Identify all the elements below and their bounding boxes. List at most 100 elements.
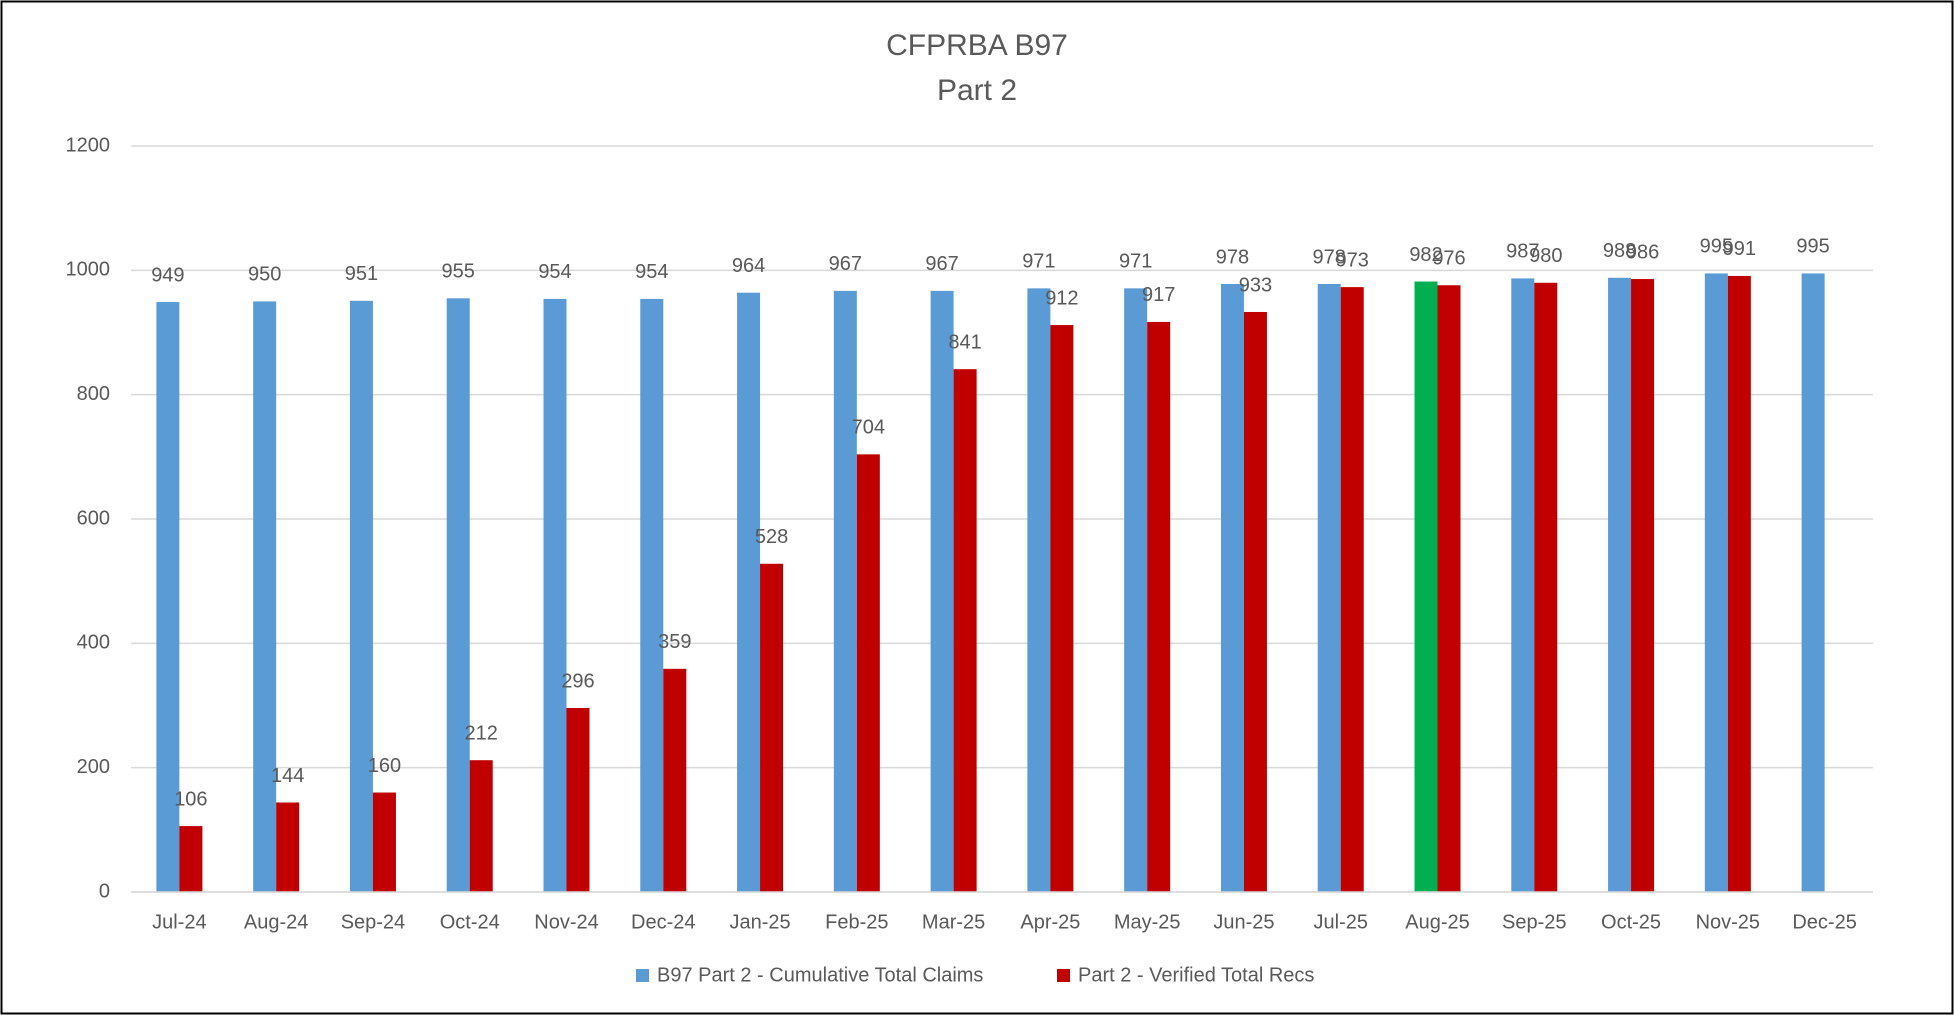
bar	[276, 802, 300, 892]
data-label: 951	[345, 263, 378, 285]
legend-swatch	[1057, 969, 1070, 982]
bar	[179, 826, 203, 892]
bar	[640, 298, 664, 892]
data-label: 964	[732, 255, 765, 277]
x-tick-label: Aug-24	[244, 911, 309, 933]
data-label: 949	[151, 264, 184, 286]
bar	[737, 292, 761, 892]
y-tick-label: 400	[77, 632, 110, 654]
data-label: 995	[1700, 236, 1733, 258]
x-tick-label: Aug-25	[1405, 911, 1470, 933]
data-label: 980	[1529, 245, 1562, 267]
x-tick-label: Dec-25	[1792, 911, 1856, 933]
y-tick-label: 200	[77, 756, 110, 778]
bar	[469, 760, 493, 892]
x-tick-label: Jul-24	[152, 911, 206, 933]
bar	[446, 298, 470, 892]
y-tick-label: 800	[77, 383, 110, 405]
data-label: 978	[1313, 246, 1346, 268]
data-label: 296	[561, 670, 594, 692]
x-tick-label: Dec-24	[631, 911, 695, 933]
data-label: 967	[925, 253, 958, 275]
data-label: 933	[1239, 274, 1272, 296]
bar	[1124, 288, 1148, 892]
y-tick-label: 1000	[66, 259, 111, 281]
x-tick-label: Nov-24	[534, 911, 598, 933]
data-label: 987	[1506, 241, 1539, 263]
data-label: 971	[1022, 251, 1055, 273]
bar	[1147, 321, 1171, 893]
data-label: 976	[1432, 248, 1465, 270]
data-label: 841	[948, 331, 981, 353]
bar	[566, 707, 590, 892]
bar	[833, 290, 857, 892]
x-tick-label: Apr-25	[1020, 911, 1080, 933]
bar	[543, 298, 567, 892]
data-label: 954	[538, 261, 571, 283]
bar	[1801, 273, 1825, 893]
chart-title: CFPRBA B97	[886, 29, 1068, 62]
x-tick-label: Oct-25	[1601, 911, 1661, 933]
bar	[349, 300, 373, 892]
bar	[1340, 287, 1364, 892]
data-label: 986	[1626, 241, 1659, 263]
x-tick-label: May-25	[1114, 911, 1181, 933]
bar	[1511, 278, 1535, 892]
legend-swatch	[636, 969, 649, 982]
data-label: 912	[1045, 287, 1078, 309]
bar	[856, 454, 880, 892]
bar	[1317, 284, 1341, 892]
x-tick-label: Mar-25	[922, 911, 985, 933]
data-label: 950	[248, 264, 281, 286]
x-tick-label: Jan-25	[729, 911, 790, 933]
legend-label: Part 2 - Verified Total Recs	[1078, 964, 1314, 986]
data-label: 978	[1216, 246, 1249, 268]
data-label: 704	[852, 417, 885, 439]
data-label: 971	[1119, 251, 1152, 273]
data-label: 528	[755, 526, 788, 548]
bar	[1631, 279, 1655, 893]
data-label: 359	[658, 631, 691, 653]
x-tick-label: Sep-25	[1502, 911, 1567, 933]
bar	[1220, 284, 1244, 892]
bar	[760, 563, 784, 892]
data-label: 988	[1603, 240, 1636, 262]
data-label: 955	[442, 261, 475, 283]
data-label: 982	[1409, 244, 1442, 266]
bar	[372, 792, 396, 892]
data-label: 917	[1142, 284, 1175, 306]
chart-subtitle: Part 2	[937, 74, 1017, 107]
x-tick-label: Feb-25	[825, 911, 888, 933]
bar	[663, 668, 687, 892]
data-label: 212	[465, 722, 498, 744]
data-label: 995	[1796, 236, 1829, 258]
data-label: 973	[1336, 249, 1369, 271]
bar	[1608, 277, 1632, 892]
bar	[1727, 275, 1751, 892]
x-tick-label: Sep-24	[341, 911, 406, 933]
x-tick-label: Jul-25	[1313, 911, 1367, 933]
bar	[1050, 325, 1074, 892]
data-label: 991	[1723, 238, 1756, 260]
data-label: 967	[829, 253, 862, 275]
x-tick-label: Oct-24	[440, 911, 500, 933]
bar	[1027, 288, 1051, 892]
y-tick-label: 1200	[66, 134, 111, 156]
y-tick-label: 0	[99, 880, 110, 902]
bar	[1414, 281, 1438, 893]
bar	[156, 302, 180, 892]
data-label: 954	[635, 261, 668, 283]
bar	[930, 290, 954, 892]
data-label: 106	[174, 788, 207, 810]
data-label: 144	[271, 765, 304, 787]
x-tick-label: Jun-25	[1213, 911, 1274, 933]
x-tick-label: Nov-25	[1696, 911, 1760, 933]
bar	[953, 369, 977, 892]
legend-label: B97 Part 2 - Cumulative Total Claims	[657, 964, 983, 986]
bar	[253, 301, 277, 893]
bar	[1437, 285, 1461, 893]
data-label: 160	[368, 755, 401, 777]
bar	[1534, 282, 1558, 892]
